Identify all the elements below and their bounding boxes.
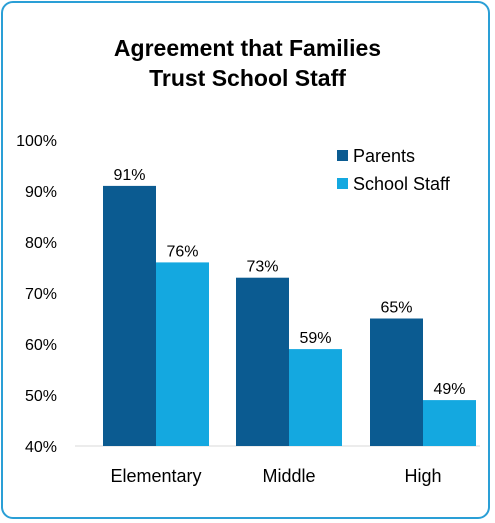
chart-title-line-2: Trust School Staff	[149, 65, 346, 91]
y-tick-label: 60%	[25, 337, 57, 354]
bar	[156, 262, 209, 446]
x-category-label: High	[404, 466, 441, 486]
bar	[103, 185, 156, 446]
x-category-label: Elementary	[110, 466, 201, 486]
legend-label: School Staff	[353, 174, 451, 194]
chart-title-line-1: Agreement that Families	[113, 35, 382, 61]
data-label: 49%	[433, 381, 465, 398]
legend-swatch	[337, 150, 348, 161]
data-label: 73%	[246, 259, 278, 276]
y-tick-label: 50%	[25, 388, 57, 405]
legend-label: Parents	[353, 146, 415, 166]
x-category-label: Middle	[262, 466, 315, 486]
y-tick-label: 90%	[25, 184, 57, 201]
y-tick-label: 100%	[16, 133, 57, 150]
bar	[289, 349, 342, 446]
data-label: 59%	[299, 330, 331, 347]
y-tick-label: 70%	[25, 286, 57, 303]
data-label: 76%	[166, 243, 198, 260]
y-tick-label: 80%	[25, 235, 57, 252]
legend-swatch	[337, 178, 348, 189]
data-label: 91%	[113, 167, 145, 184]
data-label: 65%	[380, 300, 412, 317]
bar	[370, 318, 423, 446]
y-tick-label: 40%	[25, 439, 57, 456]
bar	[236, 277, 289, 446]
bar	[423, 400, 476, 446]
